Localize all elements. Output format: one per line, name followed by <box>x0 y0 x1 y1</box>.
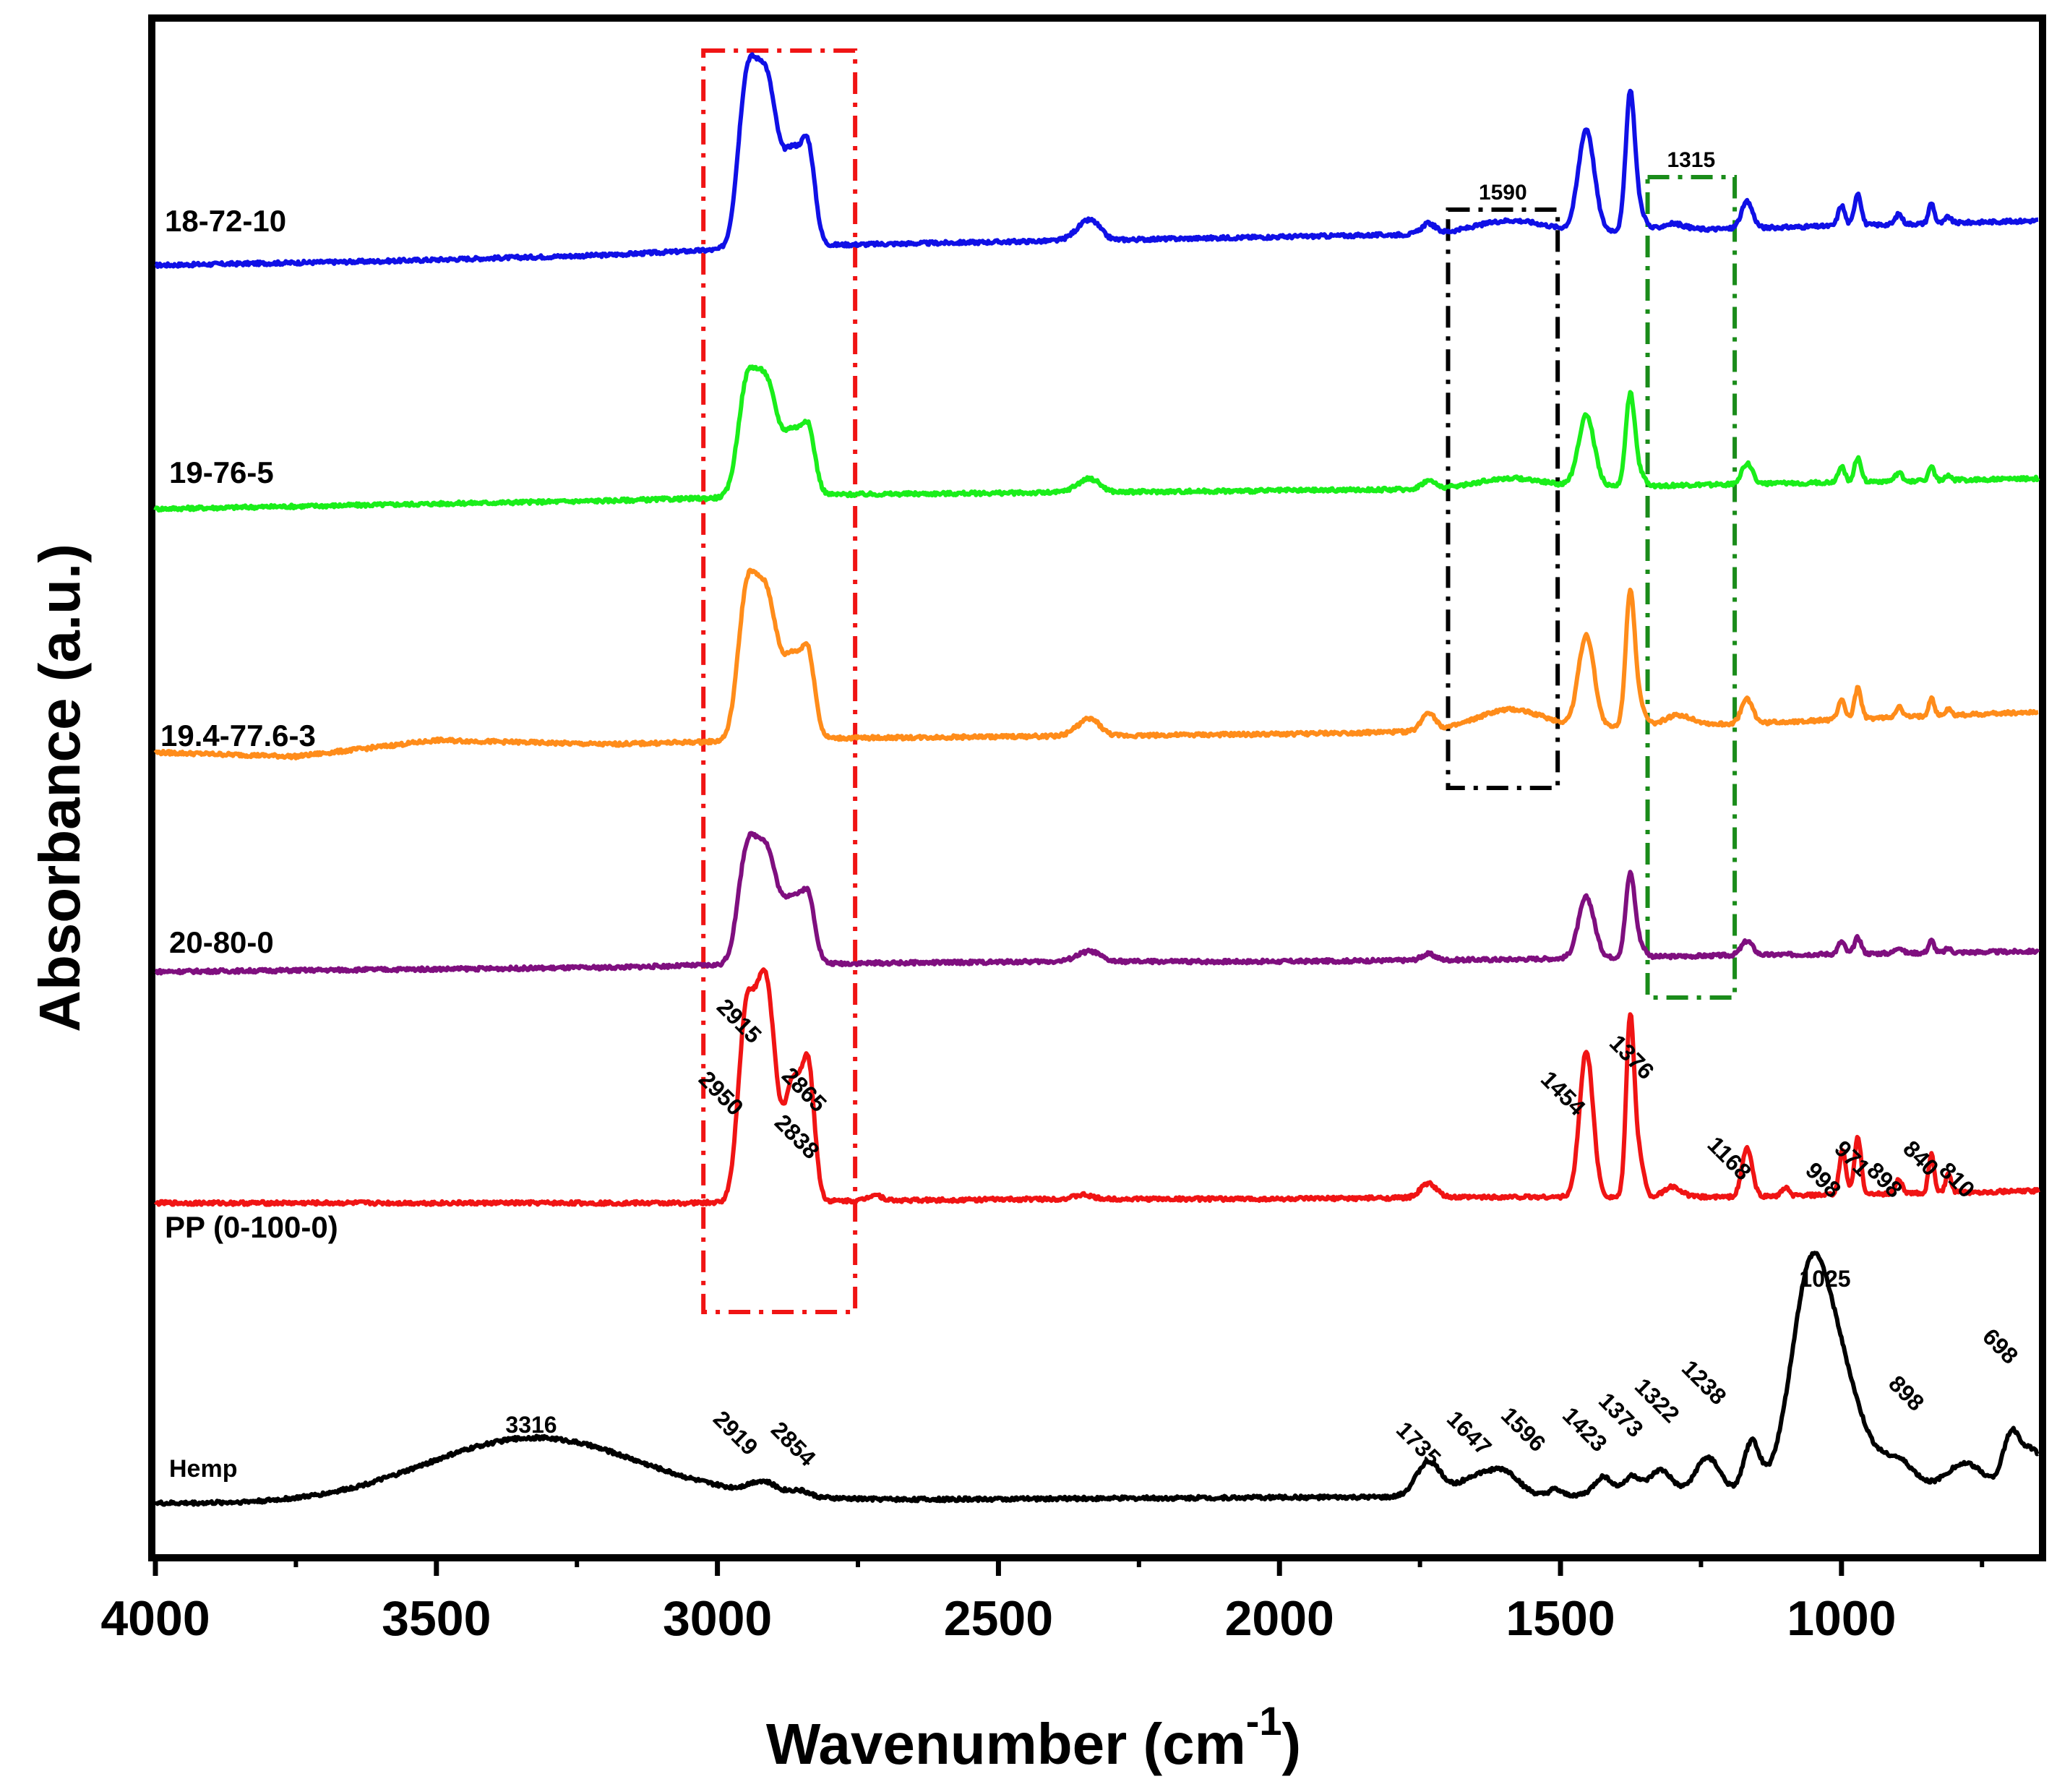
series-label: 20-80-0 <box>169 925 274 959</box>
series-line-Hemp <box>153 1251 2040 1507</box>
peak-label-hemp: 1238 <box>1677 1355 1732 1410</box>
highlight-box-2 <box>1446 207 1560 790</box>
x-tick-label: 3500 <box>382 1591 491 1646</box>
series-line-18-72-10 <box>154 52 2040 270</box>
x-tick-label: 1500 <box>1506 1591 1615 1646</box>
x-axis-title-close: ) <box>1282 1712 1302 1776</box>
peak-label-hemp: 898 <box>1884 1371 1929 1416</box>
x-tick-label: 4000 <box>100 1591 210 1646</box>
highlight-box-label: 1315 <box>1667 148 1715 172</box>
peak-label-hemp: 1596 <box>1496 1402 1551 1457</box>
spectra-group <box>153 52 2040 1507</box>
peak-label-pp: 1376 <box>1605 1029 1659 1084</box>
x-axis-title-sup: -1 <box>1246 1698 1282 1744</box>
highlight-box-1 <box>701 48 858 1314</box>
series-label: 19.4-77.6-3 <box>160 719 316 753</box>
x-axis-ticks: 4000 3500 3000 2500 2000 1500 1000 <box>100 1554 1985 1646</box>
x-tick-label: 1000 <box>1787 1591 1896 1646</box>
highlight-box-3 <box>1645 175 1738 1000</box>
series-label: 18-72-10 <box>165 204 286 238</box>
peak-label-hemp: 2854 <box>766 1416 821 1471</box>
x-axis-title: Wavenumber (cm-1) <box>766 1698 1301 1776</box>
peak-label-pp: 1168 <box>1703 1131 1757 1186</box>
series-label: 19-76-5 <box>169 455 274 489</box>
peak-label-hemp: 1647 <box>1442 1405 1497 1460</box>
series-line-20-80-0 <box>154 831 2040 976</box>
series-line-PP (0-100-0) <box>154 967 2040 1207</box>
highlight-boxes: 1590 1315 <box>701 48 1738 1314</box>
peak-label-hemp: 1025 <box>1799 1266 1850 1292</box>
peak-label-hemp: 3316 <box>505 1412 557 1438</box>
x-tick-label: 3000 <box>663 1591 772 1646</box>
peak-label-pp: 2865 <box>777 1062 832 1117</box>
series-line-19-76-5 <box>153 364 2040 513</box>
peak-label-hemp: 1735 <box>1391 1416 1446 1471</box>
x-tick-label: 2000 <box>1225 1591 1334 1646</box>
peak-label-hemp: 698 <box>1977 1324 2023 1369</box>
peak-label-pp: 2915 <box>712 993 767 1048</box>
y-axis-title: Absorbance (a.u.) <box>27 544 92 1032</box>
x-axis-title-main: Wavenumber (cm <box>766 1712 1246 1776</box>
peak-label-hemp: 2919 <box>708 1405 763 1460</box>
series-label: PP (0-100-0) <box>165 1210 338 1244</box>
series-label: Hemp <box>169 1455 237 1483</box>
x-tick-label: 2500 <box>944 1591 1053 1646</box>
series-line-19.4-77.6-3 <box>153 567 2040 760</box>
series-labels: 18-72-10 19-76-5 19.4-77.6-3 20-80-0 PP (0-1… <box>160 204 338 1483</box>
highlight-box-label: 1590 <box>1479 181 1527 205</box>
plot-frame <box>148 14 2046 1561</box>
